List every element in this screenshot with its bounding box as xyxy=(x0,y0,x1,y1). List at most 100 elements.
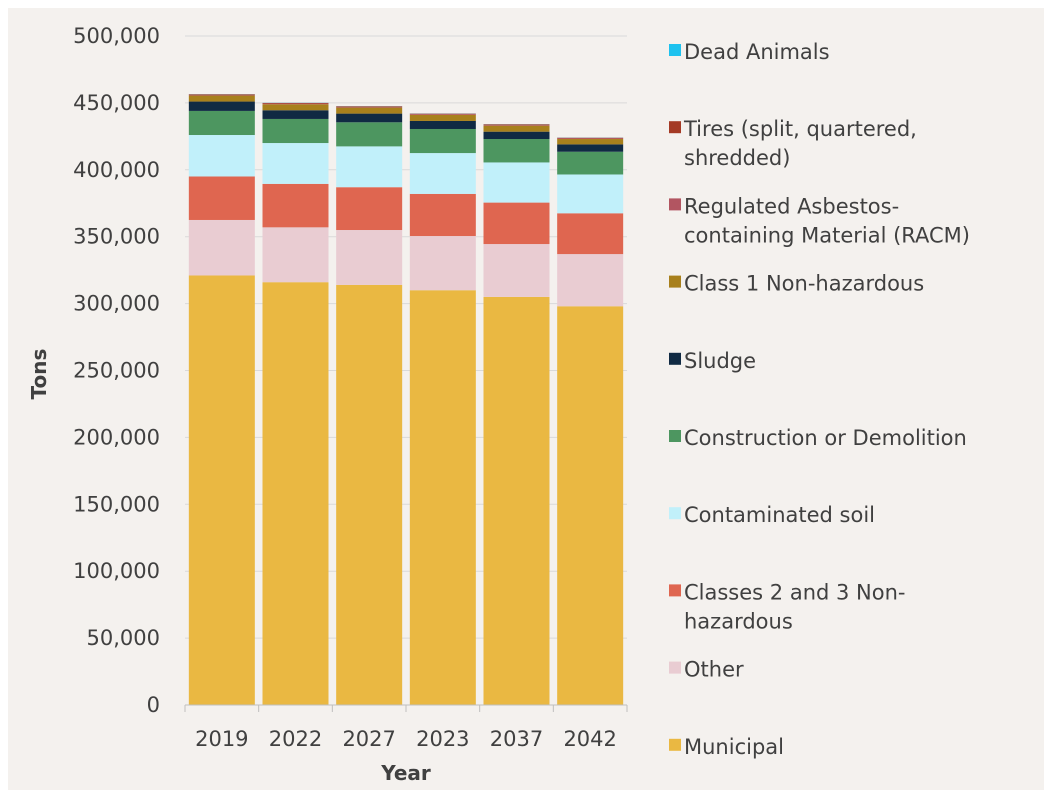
bar-segment xyxy=(336,107,403,114)
bar-segment xyxy=(336,106,403,108)
legend-label: Construction or Demolition xyxy=(684,426,967,450)
bar-segment xyxy=(483,202,550,245)
bar-segment xyxy=(409,113,476,115)
bar-segment xyxy=(336,284,403,705)
bar-segment xyxy=(262,227,329,283)
bar-segment xyxy=(188,94,255,96)
bar-segment xyxy=(336,113,403,123)
bar-segment xyxy=(262,102,329,104)
legend-swatch xyxy=(669,507,681,520)
bar-segment xyxy=(188,219,255,276)
y-tick-label: 200,000 xyxy=(73,425,160,449)
legend-label: Class 1 Non-hazardous xyxy=(684,272,924,296)
bar-segment xyxy=(188,94,255,95)
legend-label: Dead Animals xyxy=(684,40,830,64)
bar-segment xyxy=(409,120,476,129)
y-axis-title: Tons xyxy=(27,349,51,400)
legend-label: hazardous xyxy=(684,609,793,633)
legend-label: Contaminated soil xyxy=(684,503,875,527)
bar-segment xyxy=(557,139,624,145)
y-tick-label: 500,000 xyxy=(73,24,160,48)
bars xyxy=(188,94,624,705)
bar-segment xyxy=(336,146,403,188)
legend-label: Regulated Asbestos- xyxy=(684,194,899,218)
bar-segment xyxy=(262,104,329,111)
bar-segment xyxy=(483,139,550,163)
bar-segment xyxy=(557,174,624,214)
y-tick-label: 100,000 xyxy=(73,559,160,583)
bar-segment xyxy=(557,137,624,139)
axes: 0 50,000 100,000 150,000 200,000 250,000 300,0… xyxy=(73,24,628,751)
bar-segment xyxy=(483,125,550,132)
x-tick-label: 2037 xyxy=(490,727,543,751)
bar-segment xyxy=(557,144,624,152)
legend-label: Sludge xyxy=(684,349,756,373)
bar-segment xyxy=(188,95,255,102)
legend-swatch xyxy=(669,121,681,134)
bar-segment xyxy=(409,114,476,115)
bar-segment xyxy=(262,183,329,228)
stacked-bar-chart: 0 50,000 100,000 150,000 200,000 250,000 300,0… xyxy=(27,24,970,785)
bar-segment xyxy=(336,230,403,285)
bar-segment xyxy=(262,118,329,144)
bar-segment xyxy=(262,110,329,119)
x-tick-label: 2022 xyxy=(269,727,322,751)
legend-label: Classes 2 and 3 Non- xyxy=(684,580,905,604)
bar-segment xyxy=(262,282,329,705)
legend-item: Contaminated soil xyxy=(669,503,875,527)
legend-item: Sludge xyxy=(669,349,756,373)
legend-item: Class 1 Non-hazardous xyxy=(669,272,924,296)
y-tick-label: 50,000 xyxy=(87,626,160,650)
bar-segment xyxy=(188,110,255,136)
bar-segment xyxy=(409,114,476,121)
bar-segment xyxy=(483,124,550,126)
bar-segment xyxy=(188,135,255,177)
legend-swatch xyxy=(669,198,681,211)
legend-item: Municipal xyxy=(669,735,784,759)
legend-item: Other xyxy=(669,658,744,682)
bar-segment xyxy=(483,244,550,297)
bar-segment xyxy=(483,162,550,203)
x-tick-label: 2019 xyxy=(195,727,248,751)
x-tick-label: 2027 xyxy=(342,727,395,751)
legend-item: Tires (split, quartered, shredded) xyxy=(669,117,917,170)
y-tick-label: 450,000 xyxy=(73,91,160,115)
y-tick-label: 400,000 xyxy=(73,158,160,182)
legend-item: Classes 2 and 3 Non-hazardous xyxy=(669,580,905,633)
legend-label: shredded) xyxy=(684,146,790,170)
bar-segment xyxy=(409,193,476,237)
bar-segment xyxy=(409,290,476,705)
legend-swatch xyxy=(669,584,681,597)
legend-swatch xyxy=(669,738,681,751)
bar-segment xyxy=(409,153,476,194)
legend-swatch xyxy=(669,430,681,442)
x-tick-label: 2042 xyxy=(563,727,616,751)
bar-segment xyxy=(409,128,476,154)
legend-swatch xyxy=(669,44,681,56)
bar-segment xyxy=(409,236,476,291)
legend: Dead Animals Tires (split, quartered, shre… xyxy=(669,40,970,759)
y-tick-label: 0 xyxy=(147,693,160,717)
y-tick-label: 150,000 xyxy=(73,492,160,516)
bar-segment xyxy=(262,143,329,184)
bar-segment xyxy=(188,101,255,111)
bar-segment xyxy=(557,306,624,705)
y-tick-label: 350,000 xyxy=(73,225,160,249)
bar-segment xyxy=(188,176,255,220)
legend-item: Regulated Asbestos-containing Material (… xyxy=(669,194,970,247)
legend-swatch xyxy=(669,352,681,365)
bar-segment xyxy=(188,275,255,705)
y-tick-label: 300,000 xyxy=(73,292,160,316)
bar-segment xyxy=(557,151,624,175)
x-axis-title: Year xyxy=(380,761,431,785)
legend-item: Dead Animals xyxy=(669,40,830,64)
legend-label: Municipal xyxy=(684,735,784,759)
legend-swatch xyxy=(669,275,681,288)
bar-segment xyxy=(262,103,329,105)
legend-swatch xyxy=(669,661,681,674)
bar-segment xyxy=(336,187,403,231)
gridlines xyxy=(185,35,627,639)
bar-segment xyxy=(483,296,550,705)
bar-segment xyxy=(483,124,550,125)
bar-segment xyxy=(557,254,624,307)
